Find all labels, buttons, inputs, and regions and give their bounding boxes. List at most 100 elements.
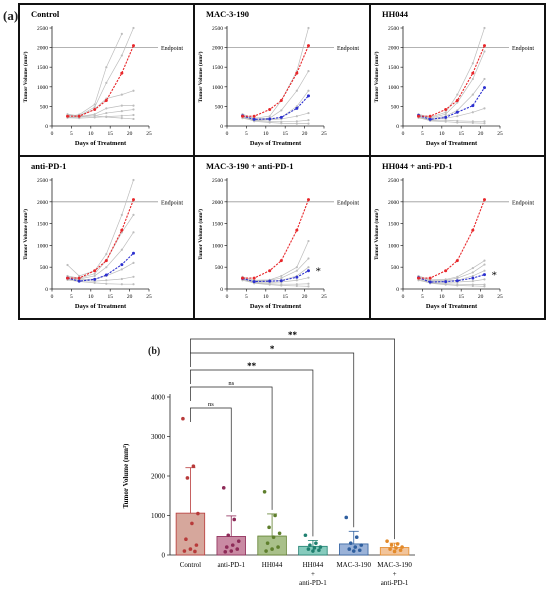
x-tick-label: 5 bbox=[245, 131, 248, 137]
data-point-blue bbox=[120, 263, 124, 267]
data-point-grey bbox=[307, 122, 310, 125]
series-line-grey bbox=[67, 262, 134, 281]
data-point-grey bbox=[120, 213, 123, 216]
bar-data-point bbox=[317, 548, 321, 553]
data-point-grey bbox=[132, 117, 135, 121]
series-line-grey bbox=[242, 240, 309, 281]
data-point-red bbox=[104, 99, 108, 103]
data-point-grey bbox=[456, 119, 459, 123]
bar-category-label: HH044 bbox=[262, 561, 283, 569]
data-point-grey bbox=[66, 263, 69, 267]
data-point-grey bbox=[295, 284, 298, 288]
bar-category-label: + bbox=[393, 570, 397, 578]
data-point-grey bbox=[471, 284, 474, 288]
line-chart-6: HH044 + anti-PD-1Endpoint050010001500200… bbox=[369, 155, 546, 320]
x-axis-label: Days of Treatment bbox=[250, 303, 302, 310]
y-tick-label: 500 bbox=[40, 265, 49, 271]
data-point-red bbox=[252, 114, 256, 118]
x-tick-label: 15 bbox=[282, 294, 288, 300]
bar-data-point bbox=[221, 486, 226, 490]
data-point-grey bbox=[456, 284, 459, 287]
bar-data-point bbox=[190, 521, 194, 526]
bar bbox=[339, 543, 369, 556]
bar-data-point bbox=[265, 541, 270, 545]
data-point-red bbox=[268, 108, 272, 112]
x-tick-label: 20 bbox=[478, 294, 484, 300]
data-point-grey bbox=[132, 104, 135, 107]
data-point-grey bbox=[105, 253, 108, 256]
data-point-red bbox=[482, 44, 486, 48]
series-line-grey bbox=[418, 264, 485, 282]
data-point-grey bbox=[307, 266, 310, 269]
data-point-blue bbox=[77, 279, 81, 283]
data-point-red bbox=[104, 259, 108, 263]
series-line-grey bbox=[67, 214, 134, 279]
x-tick-label: 0 bbox=[402, 131, 405, 137]
chart-title: HH044 + anti-PD-1 bbox=[382, 161, 452, 171]
y-tick-label: 0 bbox=[220, 124, 223, 130]
data-point-grey bbox=[120, 32, 123, 35]
bar-category-label: MAC-3-190 bbox=[336, 561, 371, 569]
y-axis-label: Tumor Volume (mm³) bbox=[373, 209, 380, 260]
data-point-grey bbox=[444, 111, 447, 114]
bar-data-point bbox=[347, 547, 352, 551]
bar-data-point bbox=[223, 550, 228, 554]
data-point-grey bbox=[483, 107, 486, 110]
series-line-blue bbox=[418, 87, 485, 120]
y-tick-label: 2500 bbox=[212, 178, 223, 184]
bar-data-point bbox=[229, 549, 234, 553]
data-point-grey bbox=[307, 276, 310, 279]
comparison-significance-label: * bbox=[270, 344, 275, 354]
bar bbox=[216, 536, 246, 556]
data-point-red bbox=[77, 276, 81, 280]
series-line-grey bbox=[242, 117, 309, 123]
series-line-grey bbox=[67, 276, 134, 282]
bar-category-label: anti-PD-1 bbox=[299, 579, 327, 587]
y-tick-label: 1500 bbox=[212, 65, 223, 71]
y-tick-label: 2000 bbox=[37, 46, 48, 52]
data-point-blue bbox=[455, 279, 459, 283]
bar-data-point bbox=[308, 543, 312, 547]
data-point-grey bbox=[295, 89, 298, 92]
data-point-blue bbox=[444, 115, 448, 119]
x-tick-label: 25 bbox=[497, 131, 503, 137]
data-point-grey bbox=[471, 274, 474, 278]
comparison-bracket bbox=[190, 352, 355, 528]
data-point-grey bbox=[295, 279, 298, 282]
bar-category-label: Control bbox=[180, 561, 201, 569]
x-tick-label: 0 bbox=[402, 294, 405, 300]
data-point-grey bbox=[105, 279, 108, 282]
bar-data-point bbox=[273, 513, 277, 518]
y-tick-label: 2000 bbox=[388, 200, 399, 206]
y-tick-label: 2000 bbox=[37, 200, 48, 206]
data-point-blue bbox=[268, 117, 272, 121]
data-point-red bbox=[93, 108, 97, 112]
bar-data-point bbox=[226, 533, 231, 538]
data-point-grey bbox=[280, 284, 283, 287]
data-point-blue bbox=[295, 106, 299, 110]
chart-title: MAC-3-190 + anti-PD-1 bbox=[206, 161, 293, 171]
y-tick-label: 0 bbox=[396, 124, 399, 130]
comparison-significance-label: ** bbox=[288, 330, 298, 340]
data-point-grey bbox=[120, 110, 123, 113]
bar bbox=[257, 535, 287, 556]
data-point-grey bbox=[132, 283, 135, 286]
data-point-grey bbox=[105, 66, 108, 69]
bar-data-point bbox=[344, 515, 349, 520]
data-point-blue bbox=[471, 104, 475, 108]
comparison-bracket bbox=[190, 386, 273, 510]
series-line-grey bbox=[67, 105, 134, 117]
x-tick-label: 0 bbox=[226, 294, 229, 300]
data-point-grey bbox=[132, 261, 135, 264]
data-point-grey bbox=[444, 120, 447, 123]
data-point-blue bbox=[268, 279, 272, 283]
x-tick-label: 15 bbox=[107, 131, 113, 137]
y-tick-label: 1500 bbox=[388, 65, 399, 71]
x-tick-label: 25 bbox=[497, 294, 503, 300]
data-point-red bbox=[471, 228, 475, 232]
data-point-grey bbox=[307, 26, 310, 30]
data-point-grey bbox=[120, 268, 123, 271]
bar-data-point bbox=[357, 548, 362, 553]
series-line-grey bbox=[242, 258, 309, 282]
data-point-red bbox=[306, 198, 310, 202]
